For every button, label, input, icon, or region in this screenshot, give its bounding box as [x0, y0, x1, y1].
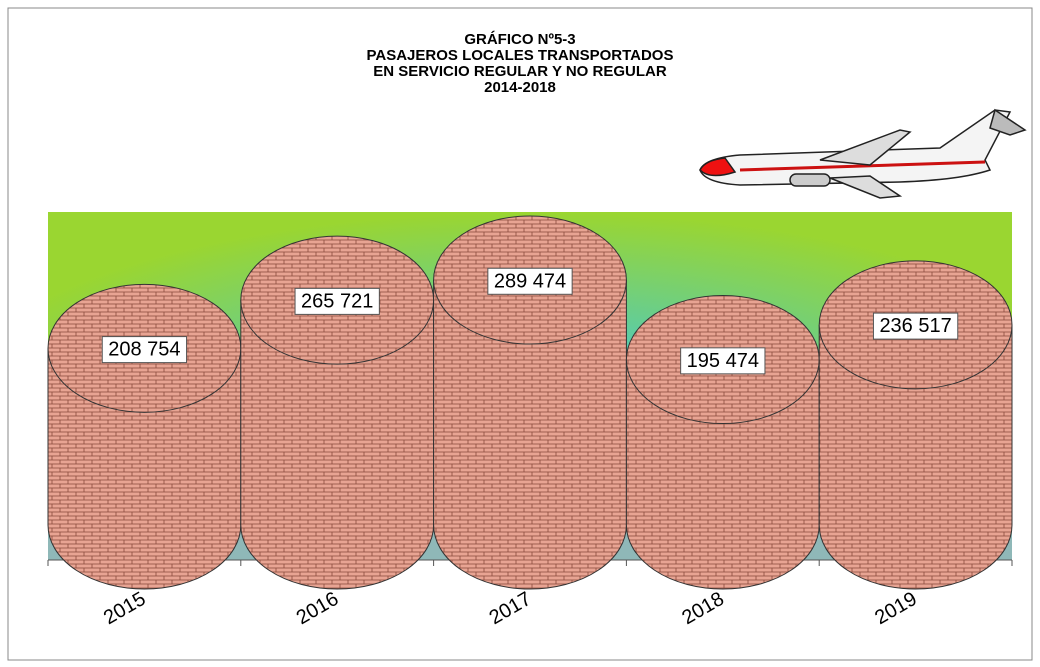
value-label: 236 517 — [879, 315, 951, 337]
value-label-bg — [872, 312, 959, 340]
value-label-box — [487, 267, 573, 295]
title-line: GRÁFICO Nº5-3 — [464, 31, 575, 48]
title-line: PASAJEROS LOCALES TRANSPORTADOS — [367, 47, 674, 64]
value-label: 208 754 — [108, 339, 180, 361]
value-label: 289 474 — [494, 270, 566, 292]
value-label-bg — [101, 336, 188, 364]
value-label: 265 721 — [301, 290, 373, 312]
title-line: EN SERVICIO REGULAR Y NO REGULAR — [373, 63, 667, 80]
value-label: 195 474 — [687, 350, 759, 372]
value-label-bg — [487, 267, 573, 295]
value-label-box — [101, 336, 188, 364]
value-label-box — [680, 347, 766, 375]
value-label-box — [294, 287, 380, 315]
value-label-box — [872, 312, 959, 340]
title-line: 2014-2018 — [484, 79, 556, 96]
airplane-illustration — [699, 108, 1027, 199]
value-label-bg — [294, 287, 380, 315]
value-label-bg — [680, 347, 766, 375]
